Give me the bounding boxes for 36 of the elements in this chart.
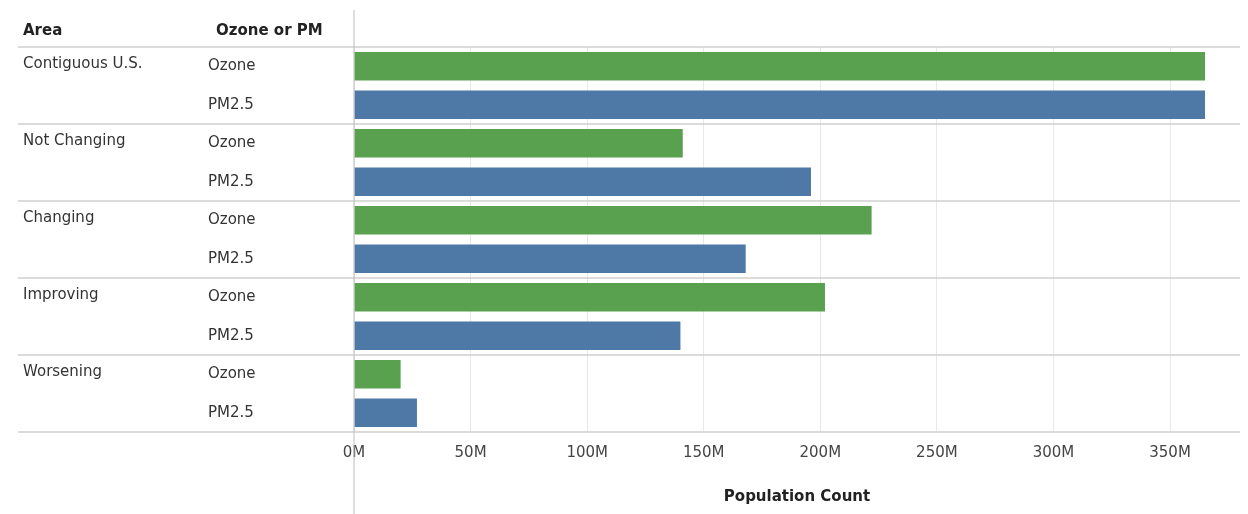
y-tick-label: Ozone (208, 56, 256, 75)
y-tick-label: Ozone (208, 287, 256, 306)
bar (354, 398, 417, 427)
x-axis-title: Population Count (723, 486, 871, 505)
x-tick-label: 0M (342, 442, 366, 461)
y-tick-label: Ozone (208, 210, 256, 229)
y-tick-label: Ozone (208, 364, 256, 383)
bar (354, 244, 746, 273)
bar (354, 52, 1206, 81)
x-tick-label: 300M (1032, 442, 1075, 461)
bar (354, 360, 401, 389)
bar (354, 283, 825, 312)
x-tick-label: 250M (916, 442, 958, 461)
x-tick-label: 100M (566, 442, 608, 461)
x-tick-label: 350M (1149, 442, 1191, 461)
y-tick-label: PM2.5 (208, 325, 254, 344)
x-tick-label: 50M (454, 442, 487, 461)
y-tick-label: PM2.5 (208, 248, 254, 267)
text: Not Changing (23, 131, 126, 150)
text: Area (23, 20, 63, 39)
text: Changing (23, 208, 95, 227)
y-tick-label: PM2.5 (208, 402, 254, 421)
text: Worsening (23, 362, 103, 381)
text: Ozone or PM (216, 20, 323, 39)
x-tick-label: 200M (799, 442, 842, 461)
bar (354, 90, 1206, 119)
y-tick-label: PM2.5 (208, 171, 254, 190)
bar (354, 321, 681, 350)
bar (354, 167, 811, 196)
bar (354, 206, 872, 235)
y-tick-label: Ozone (208, 133, 256, 152)
bar (354, 129, 683, 158)
x-tick-label: 150M (682, 442, 725, 461)
text: Contiguous U.S. (23, 54, 143, 73)
y-tick-label: PM2.5 (208, 94, 254, 113)
text: Improving (23, 285, 99, 304)
